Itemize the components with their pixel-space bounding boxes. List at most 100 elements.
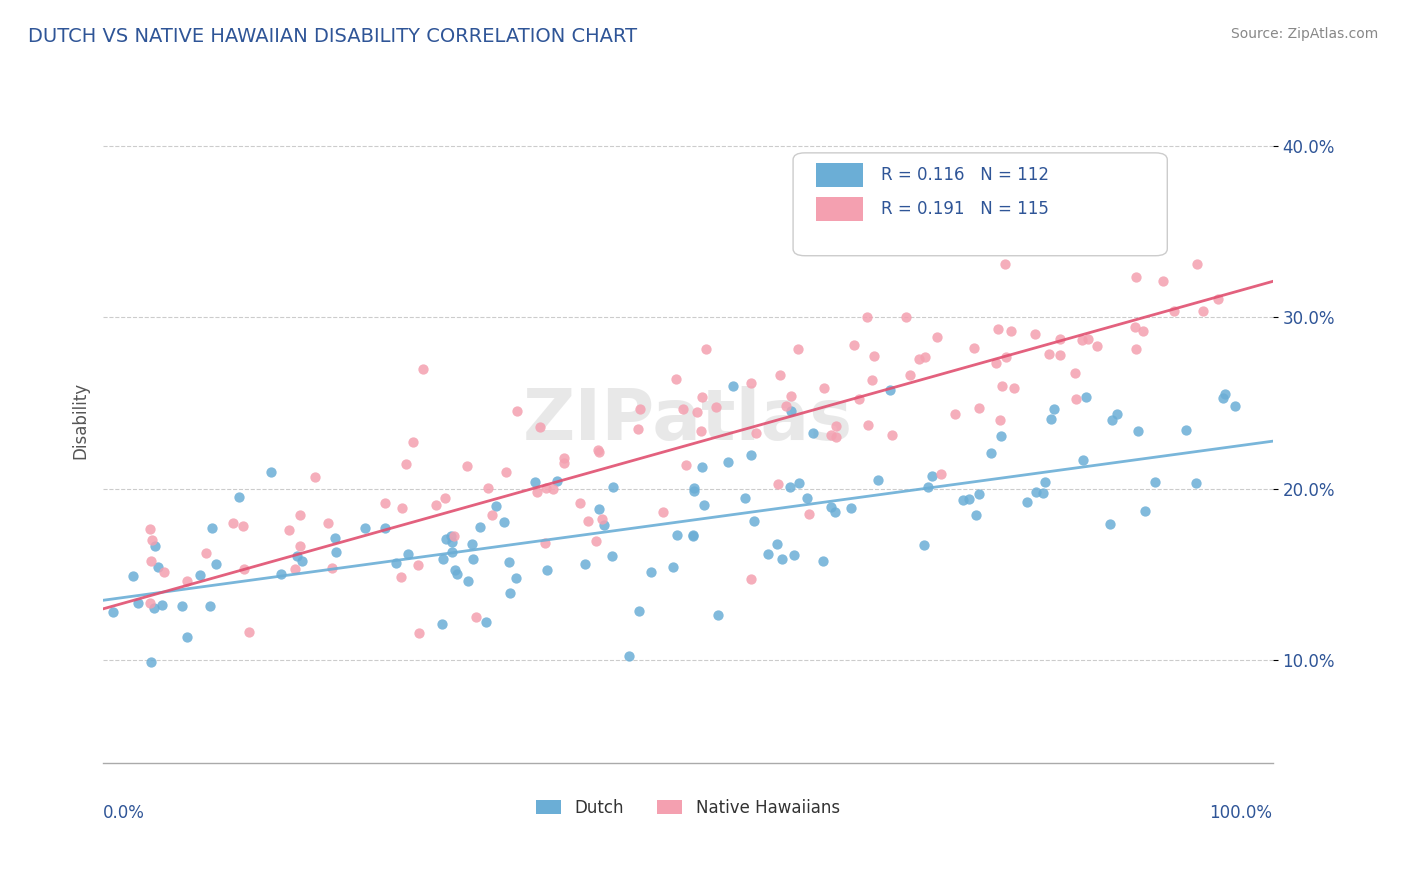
Point	[967, 401, 990, 415]
Point	[291, 554, 314, 568]
Point	[848, 392, 870, 406]
Text: R = 0.191   N = 115: R = 0.191 N = 115	[880, 200, 1049, 218]
Point	[734, 491, 756, 505]
Point	[285, 549, 308, 563]
Point	[536, 563, 558, 577]
Point	[461, 552, 484, 566]
Point	[492, 515, 515, 529]
Point	[260, 465, 283, 479]
Point	[1174, 423, 1197, 437]
Point	[723, 379, 745, 393]
Point	[1128, 424, 1150, 438]
Point	[457, 574, 479, 589]
Point	[898, 368, 921, 382]
Point	[1033, 475, 1056, 490]
Point	[1070, 333, 1092, 347]
Point	[198, 599, 221, 613]
Point	[1043, 401, 1066, 416]
Point	[742, 514, 765, 528]
Point	[689, 424, 711, 438]
Point	[690, 460, 713, 475]
Point	[536, 481, 558, 495]
Text: 0.0%: 0.0%	[103, 805, 145, 822]
Point	[446, 567, 468, 582]
Point	[682, 529, 704, 543]
Point	[986, 355, 1008, 369]
Point	[1071, 453, 1094, 467]
FancyBboxPatch shape	[817, 197, 863, 221]
Point	[323, 532, 346, 546]
Point	[432, 552, 454, 566]
Point	[391, 500, 413, 515]
Point	[1125, 269, 1147, 284]
Point	[707, 607, 730, 622]
Point	[354, 521, 377, 535]
Point	[127, 596, 149, 610]
Point	[1015, 495, 1038, 509]
Point	[389, 570, 412, 584]
Point	[652, 505, 675, 519]
Point	[440, 544, 463, 558]
Point	[505, 571, 527, 585]
Point	[957, 492, 980, 507]
Point	[994, 256, 1017, 270]
Text: DUTCH VS NATIVE HAWAIIAN DISABILITY CORRELATION CHART: DUTCH VS NATIVE HAWAIIAN DISABILITY CORR…	[28, 27, 637, 45]
Point	[811, 553, 834, 567]
Point	[401, 435, 423, 450]
Point	[990, 429, 1012, 443]
Point	[1163, 303, 1185, 318]
Point	[839, 501, 862, 516]
Point	[194, 546, 217, 560]
Point	[619, 649, 641, 664]
Point	[430, 616, 453, 631]
Point	[1152, 274, 1174, 288]
Point	[1064, 392, 1087, 406]
Point	[546, 474, 568, 488]
Point	[499, 586, 522, 600]
Point	[780, 389, 803, 403]
FancyBboxPatch shape	[793, 153, 1167, 256]
Point	[683, 481, 706, 495]
Point	[1223, 399, 1246, 413]
Point	[204, 557, 226, 571]
Point	[495, 465, 517, 479]
Point	[768, 477, 790, 491]
Point	[1074, 391, 1097, 405]
Point	[627, 604, 650, 618]
Point	[1077, 332, 1099, 346]
Point	[740, 572, 762, 586]
Text: ZIPatlas: ZIPatlas	[523, 385, 853, 455]
Point	[526, 484, 548, 499]
Point	[278, 523, 301, 537]
Point	[1038, 347, 1060, 361]
Point	[769, 368, 792, 383]
Point	[1024, 485, 1046, 500]
Point	[862, 373, 884, 387]
Point	[775, 399, 797, 413]
Point	[600, 549, 623, 563]
Point	[412, 362, 434, 376]
Point	[434, 491, 457, 505]
Point	[576, 514, 599, 528]
Point	[284, 562, 307, 576]
Point	[856, 310, 879, 324]
Point	[477, 481, 499, 495]
Point	[994, 350, 1017, 364]
Point	[779, 480, 801, 494]
Point	[987, 322, 1010, 336]
Text: 100.0%: 100.0%	[1209, 805, 1272, 822]
Point	[152, 598, 174, 612]
Point	[373, 496, 395, 510]
Point	[1064, 366, 1087, 380]
Point	[325, 545, 347, 559]
Point	[222, 516, 245, 531]
Point	[586, 443, 609, 458]
Point	[481, 508, 503, 522]
Point	[396, 547, 419, 561]
Point	[1125, 342, 1147, 356]
Point	[541, 482, 564, 496]
Point	[1024, 326, 1046, 341]
Point	[1039, 412, 1062, 426]
Point	[316, 516, 339, 530]
Point	[475, 615, 498, 629]
